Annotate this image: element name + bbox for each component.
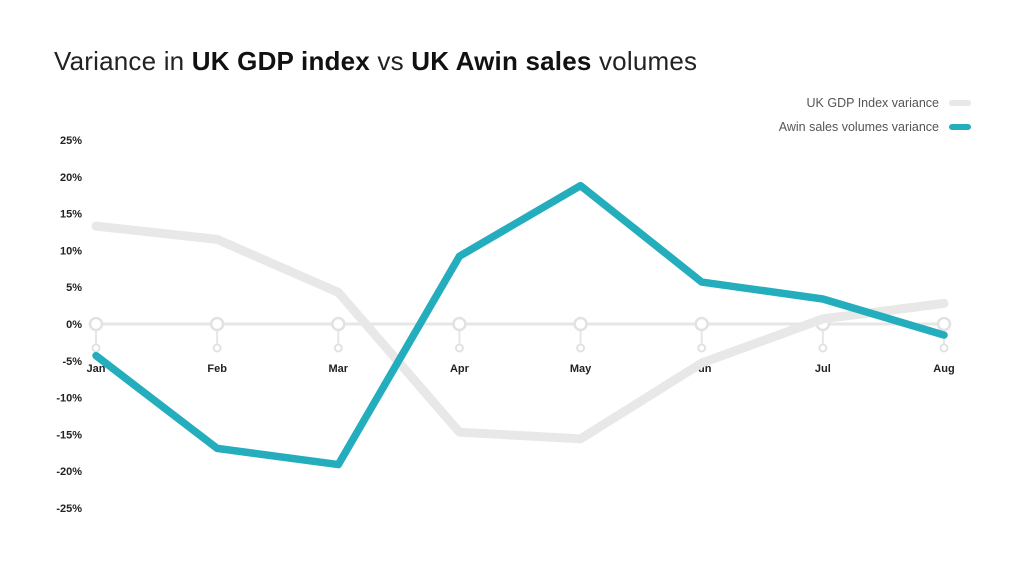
y-tick-label: 5% bbox=[66, 282, 82, 294]
x-tick-marker bbox=[452, 316, 467, 332]
x-tick-label: Mar bbox=[329, 363, 349, 375]
y-tick-label: -20% bbox=[56, 466, 82, 478]
y-tick-label: 20% bbox=[60, 172, 82, 184]
x-tick-dot bbox=[91, 343, 101, 353]
x-axis: Jan Feb Mar Apr May Jun Jul Aug bbox=[87, 316, 955, 375]
x-tick-dot bbox=[454, 343, 464, 353]
x-tick-marker bbox=[209, 316, 225, 332]
legend-label: UK GDP Index variance bbox=[807, 96, 940, 110]
x-tick-marker bbox=[88, 316, 104, 332]
x-tick-label: Aug bbox=[933, 363, 954, 375]
legend-label: Awin sales volumes variance bbox=[779, 120, 939, 134]
x-tick-dot bbox=[818, 343, 828, 353]
y-tick-label: 15% bbox=[60, 209, 82, 221]
x-tick-dot bbox=[939, 343, 949, 353]
x-tick-dot bbox=[576, 343, 586, 353]
y-tick-label: 0% bbox=[66, 319, 82, 331]
title-text-2: UK GDP index bbox=[191, 46, 370, 76]
x-tick-marker bbox=[331, 316, 346, 332]
x-tick-label: May bbox=[570, 363, 592, 375]
series-line-gdp bbox=[91, 221, 949, 444]
x-tick-marker bbox=[694, 316, 709, 332]
y-tick-label: -10% bbox=[56, 393, 82, 405]
x-tick-label: Apr bbox=[450, 363, 470, 375]
x-tick-label: Jul bbox=[815, 363, 831, 375]
x-tick-label: Feb bbox=[207, 363, 227, 375]
series-lines bbox=[91, 181, 949, 469]
x-tick-dot bbox=[333, 343, 343, 353]
y-tick-label: -25% bbox=[56, 503, 82, 515]
title-text-4: UK Awin sales bbox=[411, 46, 592, 76]
legend: UK GDP Index variance Awin sales volumes … bbox=[779, 96, 971, 134]
title-text-1: Variance in bbox=[54, 46, 192, 76]
title-text-5: volumes bbox=[591, 46, 698, 76]
title-text-3: vs bbox=[369, 46, 412, 76]
x-tick-dot bbox=[212, 343, 222, 353]
y-axis: 25% 20% 15% 10% 5% 0% -5% -10% -15% -20% -25% bbox=[56, 135, 82, 515]
y-tick-label: -5% bbox=[62, 356, 82, 368]
y-tick-label: 25% bbox=[60, 135, 82, 147]
x-tick-marker bbox=[936, 316, 952, 332]
series-line-awin bbox=[92, 181, 948, 469]
x-tick-dot bbox=[697, 343, 707, 353]
y-tick-label: -15% bbox=[56, 429, 82, 441]
chart-title: Variance in UK GDP index vs UK Awin sale… bbox=[54, 46, 697, 77]
x-tick-label: Jan bbox=[87, 363, 106, 375]
y-tick-label: 10% bbox=[60, 245, 82, 257]
x-tick-marker bbox=[573, 316, 588, 332]
